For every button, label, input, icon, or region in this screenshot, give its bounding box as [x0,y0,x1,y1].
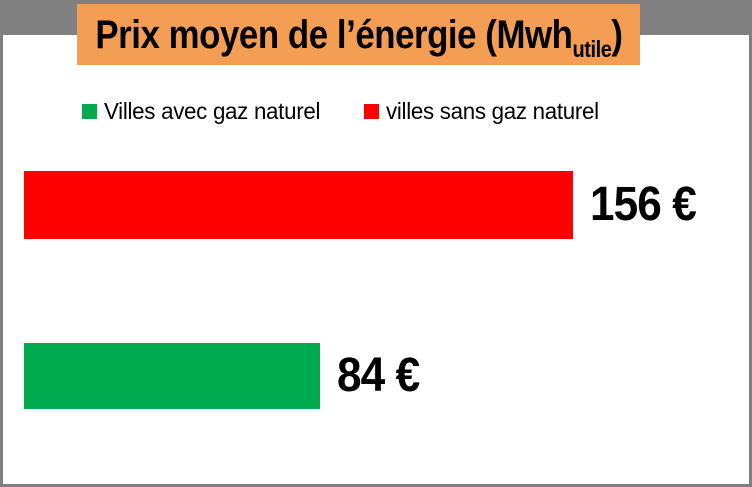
legend-item-villes-avec-gaz: Villes avec gaz naturel [82,98,327,125]
title-banner: Prix moyen de l’énergie (Mwhutile) [77,4,640,65]
chart-title-main: Prix moyen de l’énergie (Mwh [94,12,573,57]
value-label-villes-sans-gaz: 156 € [590,178,697,231]
value-label-villes-avec-gaz: 84 € [337,349,420,402]
legend-label-villes-avec-gaz: Villes avec gaz naturel [104,97,321,124]
bar-villes-sans-gaz-naturel [24,171,573,239]
chart-legend: Villes avec gaz naturel villes sans gaz … [82,96,605,126]
legend-label-villes-sans-gaz: villes sans gaz naturel [385,97,599,124]
right-border [749,0,752,487]
bar-row-villes-avec-gaz: 84 € [24,343,749,409]
bar-row-villes-sans-gaz: 156 € [24,171,749,239]
legend-item-villes-sans-gaz: villes sans gaz naturel [363,97,605,125]
legend-green-swatch-icon [82,103,97,119]
left-border [0,0,3,487]
bottom-border [0,484,752,487]
bar-villes-avec-gaz-naturel [24,343,320,409]
chart-title-subscript: utile [571,35,611,62]
chart-title: Prix moyen de l’énergie (Mwhutile) [94,12,623,61]
chart-title-suffix: ) [610,12,623,57]
legend-red-swatch-icon [363,103,379,119]
